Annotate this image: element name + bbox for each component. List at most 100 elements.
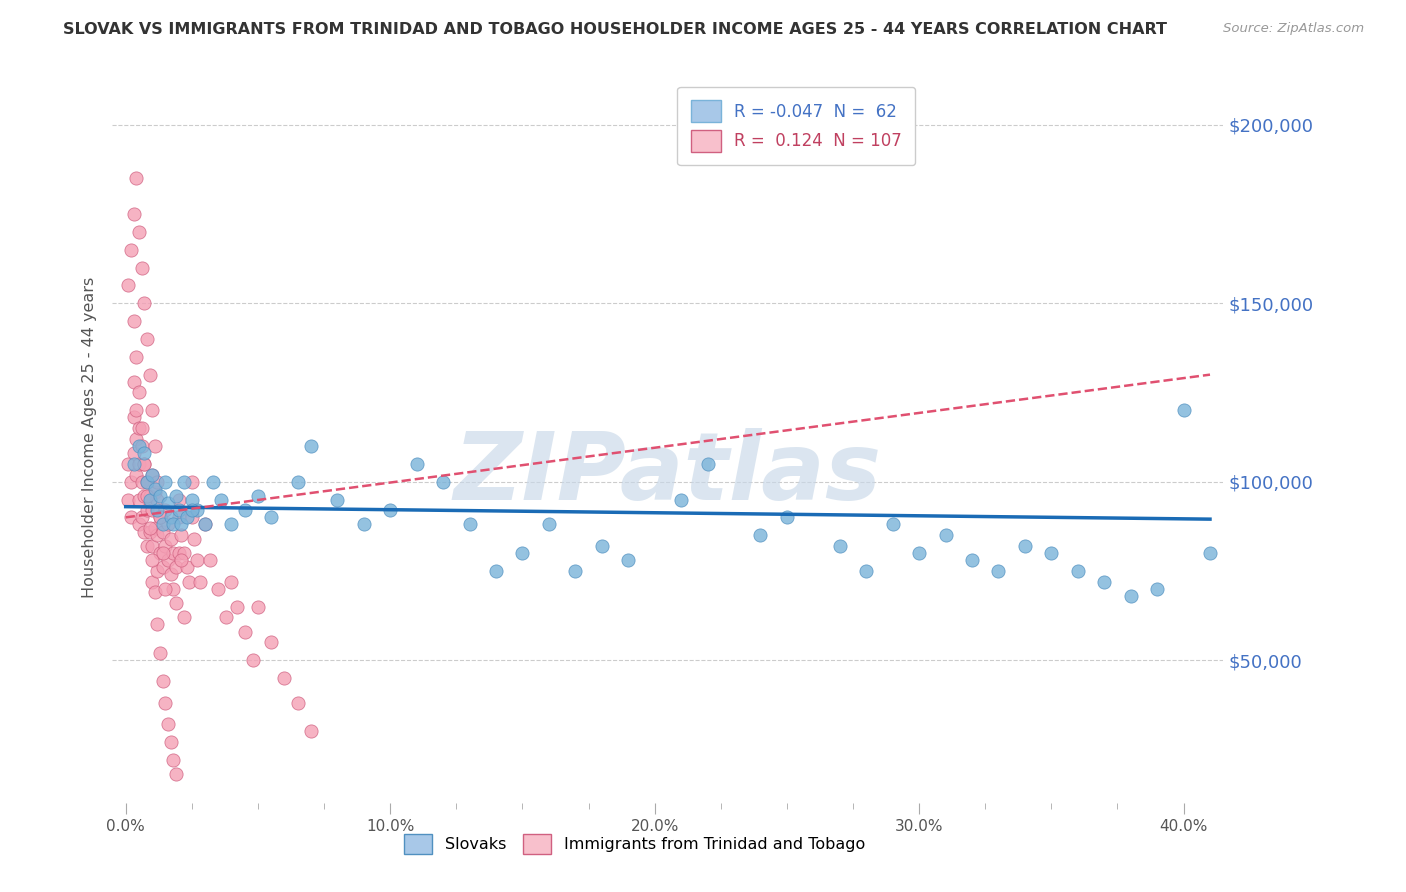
Point xyxy=(155,539,177,553)
Point xyxy=(221,574,243,589)
Point xyxy=(131,439,153,453)
Point xyxy=(128,421,150,435)
Point xyxy=(131,260,153,275)
Point xyxy=(167,510,190,524)
Point xyxy=(157,517,180,532)
Point xyxy=(135,475,157,489)
Point xyxy=(128,439,150,453)
Point xyxy=(167,503,190,517)
Point xyxy=(128,457,150,471)
Point xyxy=(146,475,169,489)
Point xyxy=(155,475,177,489)
Point xyxy=(188,574,211,589)
Point xyxy=(143,585,166,599)
Point xyxy=(183,532,205,546)
Point xyxy=(152,524,174,539)
Point xyxy=(122,410,145,425)
Point xyxy=(170,553,193,567)
Point xyxy=(828,539,851,553)
Point xyxy=(165,767,187,781)
Point xyxy=(157,496,180,510)
Point xyxy=(299,724,322,739)
Point xyxy=(134,524,156,539)
Point xyxy=(128,492,150,507)
Point xyxy=(125,171,148,186)
Point xyxy=(162,753,184,767)
Text: Source: ZipAtlas.com: Source: ZipAtlas.com xyxy=(1223,22,1364,36)
Point xyxy=(146,564,169,578)
Point xyxy=(173,610,195,624)
Point xyxy=(131,475,153,489)
Point xyxy=(167,546,190,560)
Point xyxy=(159,532,181,546)
Point xyxy=(149,510,172,524)
Point xyxy=(125,432,148,446)
Point xyxy=(141,553,163,567)
Point xyxy=(353,517,375,532)
Point xyxy=(143,485,166,500)
Point xyxy=(882,517,904,532)
Point xyxy=(125,403,148,417)
Point xyxy=(149,510,172,524)
Point xyxy=(134,296,156,310)
Point xyxy=(120,475,142,489)
Point xyxy=(180,475,202,489)
Point xyxy=(122,457,145,471)
Point xyxy=(141,403,163,417)
Point xyxy=(1119,589,1142,603)
Point xyxy=(287,696,309,710)
Point xyxy=(1146,582,1168,596)
Point xyxy=(215,610,238,624)
Point xyxy=(207,582,229,596)
Point xyxy=(233,624,256,639)
Point xyxy=(143,439,166,453)
Point xyxy=(146,617,169,632)
Point xyxy=(138,368,160,382)
Point xyxy=(149,646,172,660)
Point xyxy=(260,510,283,524)
Point xyxy=(135,489,157,503)
Point xyxy=(157,553,180,567)
Point xyxy=(165,560,187,574)
Point xyxy=(200,553,222,567)
Point xyxy=(512,546,534,560)
Point xyxy=(405,457,427,471)
Point xyxy=(194,517,217,532)
Text: SLOVAK VS IMMIGRANTS FROM TRINIDAD AND TOBAGO HOUSEHOLDER INCOME AGES 25 - 44 YE: SLOVAK VS IMMIGRANTS FROM TRINIDAD AND T… xyxy=(63,22,1167,37)
Point xyxy=(135,475,157,489)
Point xyxy=(299,439,322,453)
Point xyxy=(1040,546,1063,560)
Point xyxy=(855,564,877,578)
Point xyxy=(128,385,150,400)
Point xyxy=(186,503,208,517)
Point xyxy=(221,517,243,532)
Point xyxy=(162,546,184,560)
Point xyxy=(152,560,174,574)
Point xyxy=(135,503,157,517)
Point xyxy=(173,475,195,489)
Point xyxy=(149,546,172,560)
Point xyxy=(138,524,160,539)
Point xyxy=(201,475,224,489)
Point xyxy=(122,207,145,221)
Point xyxy=(117,492,139,507)
Point xyxy=(122,446,145,460)
Point xyxy=(209,492,232,507)
Point xyxy=(176,560,198,574)
Point xyxy=(120,510,142,524)
Point xyxy=(143,482,166,496)
Point xyxy=(162,582,184,596)
Point xyxy=(146,492,169,507)
Point xyxy=(138,492,160,507)
Point xyxy=(120,243,142,257)
Point xyxy=(135,332,157,346)
Point xyxy=(669,492,692,507)
Point xyxy=(934,528,956,542)
Point xyxy=(186,553,208,567)
Y-axis label: Householder Income Ages 25 - 44 years: Householder Income Ages 25 - 44 years xyxy=(82,277,97,598)
Point xyxy=(1067,564,1090,578)
Point xyxy=(152,517,174,532)
Point xyxy=(141,467,163,482)
Point xyxy=(135,539,157,553)
Point xyxy=(749,528,772,542)
